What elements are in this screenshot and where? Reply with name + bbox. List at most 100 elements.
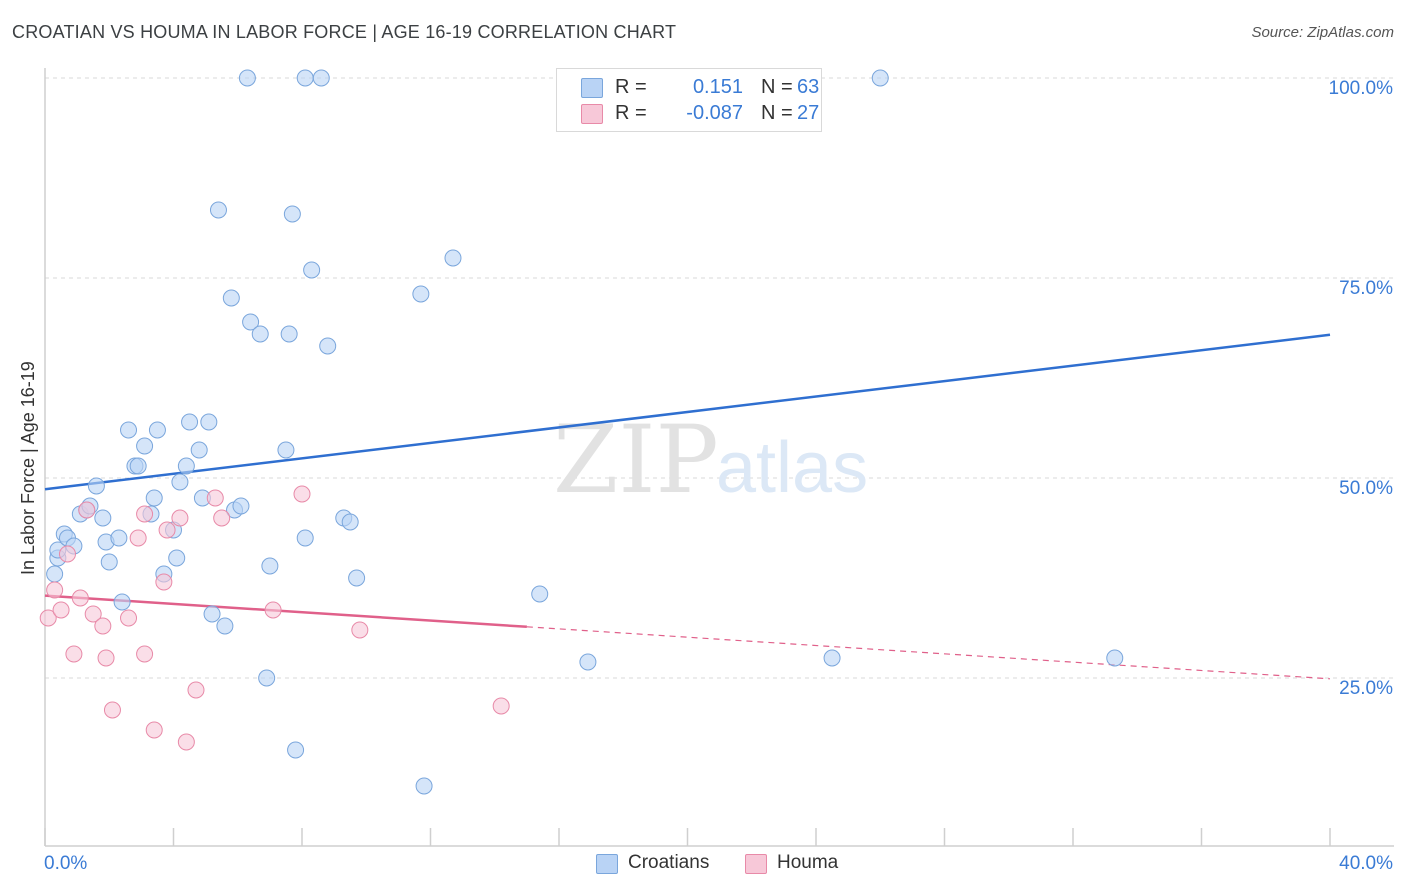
croatians-point (444, 249, 462, 267)
watermark-zip: ZIP (553, 406, 719, 515)
croatians-point (319, 337, 337, 355)
croatians-point (251, 325, 269, 343)
croatians-point (46, 565, 64, 583)
croatians-point (222, 289, 240, 307)
croatians-point (136, 437, 154, 455)
croatians-point (168, 549, 186, 567)
houma-point (213, 509, 231, 527)
croatians-point (296, 69, 314, 87)
y-tick-label: 100.0% (1329, 78, 1394, 99)
houma-trend-line-extension (526, 626, 1331, 680)
croatians-point (258, 669, 276, 687)
houma-point (492, 697, 510, 715)
houma-point (39, 609, 57, 627)
houma-point (136, 505, 154, 523)
croatians-point (1106, 649, 1124, 667)
houma-point (97, 649, 115, 667)
zipatlas-watermark: ZIP atlas (553, 406, 868, 515)
houma-point (78, 501, 96, 519)
houma-point (71, 589, 89, 607)
croatians-point (287, 741, 305, 759)
n-value: 27 (797, 102, 820, 124)
croatians-point (87, 477, 105, 495)
source-label: Source: ZipAtlas.com (1251, 24, 1394, 41)
chart-title: CROATIAN VS HOUMA IN LABOR FORCE | AGE 1… (12, 22, 677, 42)
gridlines (45, 77, 1395, 679)
croatians-point (303, 261, 321, 279)
croatians-point (148, 421, 166, 439)
houma-point (84, 605, 102, 623)
houma-point (46, 581, 64, 599)
croatians-point (283, 205, 301, 223)
houma-point (171, 509, 189, 527)
croatians-point (412, 285, 430, 303)
croatians-point (280, 325, 298, 343)
croatians-point (100, 553, 118, 571)
houma-point (103, 701, 121, 719)
houma-swatch (581, 104, 603, 124)
houma-swatch (745, 854, 767, 874)
x-tick-label: 0.0% (44, 853, 87, 874)
croatians-point (415, 777, 433, 795)
houma-point (158, 521, 176, 539)
croatians-point (348, 569, 366, 587)
x-tick-label: 40.0% (1339, 853, 1393, 874)
houma-point (293, 485, 311, 503)
croatians-point (177, 457, 195, 475)
correlation-legend: R = 0.151 N = 63 R = -0.087 N = 27 (556, 68, 822, 132)
y-tick-label: 75.0% (1339, 278, 1393, 299)
houma-point (58, 545, 76, 563)
croatians-point (312, 69, 330, 87)
houma-point (351, 621, 369, 639)
houma-point (187, 681, 205, 699)
n-label: N = (761, 102, 793, 124)
houma-point (94, 617, 112, 635)
axis-labels: 25.0% 50.0% 75.0% 100.0% 0.0% 40.0% In Labor F… (18, 78, 1393, 874)
houma-point (136, 645, 154, 663)
houma-point (206, 489, 224, 507)
croatians-point (277, 441, 295, 459)
data-points (39, 69, 1124, 795)
houma-point (52, 601, 70, 619)
n-value: 63 (797, 76, 820, 98)
houma-point (65, 645, 83, 663)
croatians-point (171, 473, 189, 491)
houma-point (155, 573, 173, 591)
watermark-atlas: atlas (716, 428, 868, 508)
y-axis-label: In Labor Force | Age 16-19 (18, 361, 38, 575)
r-label: R = (615, 102, 647, 124)
houma-point (129, 529, 147, 547)
legend-label-houma: Houma (777, 852, 839, 873)
y-tick-label: 50.0% (1339, 478, 1393, 499)
croatians-point (209, 201, 227, 219)
croatians-swatch (581, 78, 603, 98)
croatians-point (341, 513, 359, 531)
houma-point (264, 601, 282, 619)
croatians-point (531, 585, 549, 603)
croatians-point (120, 421, 138, 439)
croatians-point (871, 69, 889, 87)
croatians-point (296, 529, 314, 547)
croatians-swatch (596, 854, 618, 874)
croatians-point (181, 413, 199, 431)
r-value: -0.087 (686, 102, 743, 124)
croatians-point (113, 593, 131, 611)
croatians-point (94, 509, 112, 527)
croatians-trend-line (44, 333, 1331, 491)
houma-point (177, 733, 195, 751)
croatians-point (200, 413, 218, 431)
croatians-point (232, 497, 250, 515)
croatians-point (823, 649, 841, 667)
y-tick-label: 25.0% (1339, 678, 1393, 699)
houma-point (120, 609, 138, 627)
r-label: R = (615, 76, 647, 98)
croatians-point (216, 617, 234, 635)
croatians-point (238, 69, 256, 87)
croatians-point (203, 605, 221, 623)
croatians-point (190, 441, 208, 459)
axes (44, 68, 1394, 847)
croatians-point (110, 529, 128, 547)
croatians-point (261, 557, 279, 575)
croatians-point (242, 313, 260, 331)
